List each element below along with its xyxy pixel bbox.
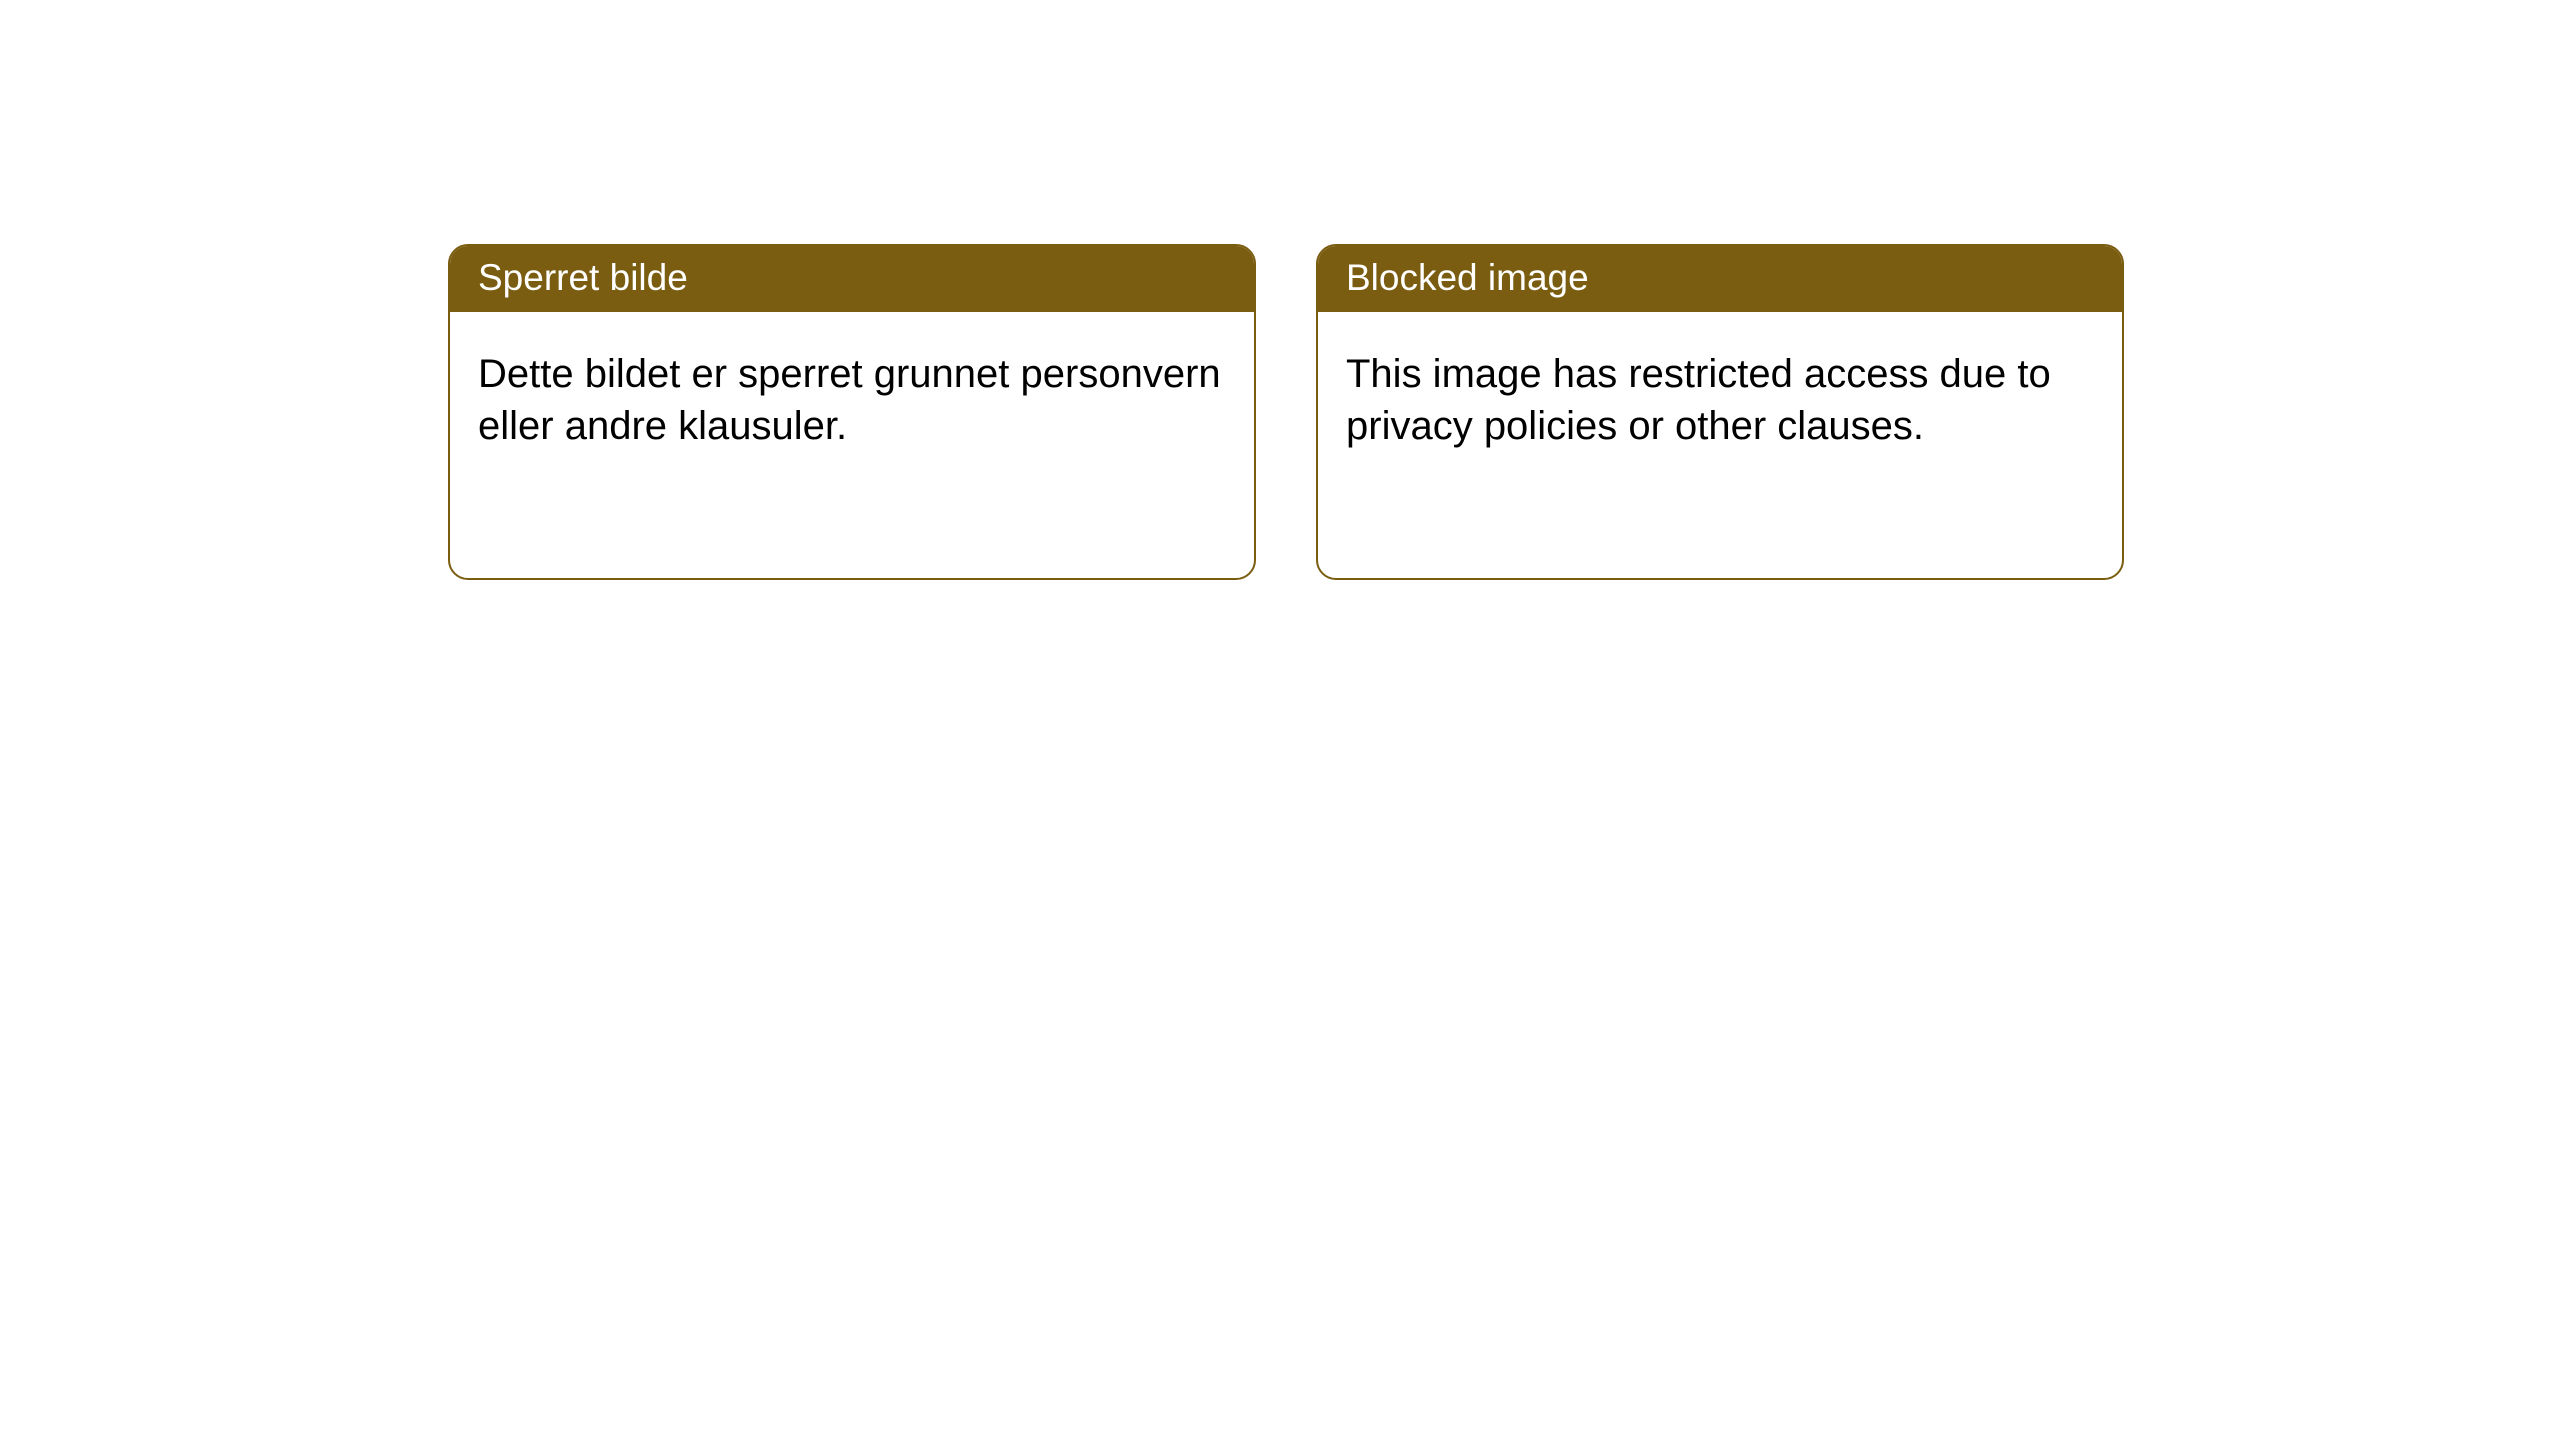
card-header-en: Blocked image xyxy=(1318,246,2122,312)
card-body-en: This image has restricted access due to … xyxy=(1318,312,2122,480)
notice-cards-container: Sperret bilde Dette bildet er sperret gr… xyxy=(0,0,2560,580)
card-body-no: Dette bildet er sperret grunnet personve… xyxy=(450,312,1254,480)
blocked-image-card-no: Sperret bilde Dette bildet er sperret gr… xyxy=(448,244,1256,580)
blocked-image-card-en: Blocked image This image has restricted … xyxy=(1316,244,2124,580)
card-header-no: Sperret bilde xyxy=(450,246,1254,312)
